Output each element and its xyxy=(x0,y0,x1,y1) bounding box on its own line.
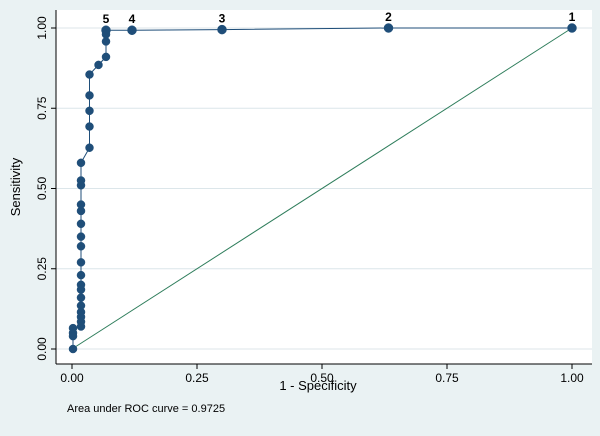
tick-labels-group: 0.00 0.25 0.50 0.75 1.00 0.00 0.25 0.50 0.75 1.00 xyxy=(35,16,584,385)
y-tick-label-4: 1.00 xyxy=(35,16,49,40)
roc-point-6 xyxy=(101,37,111,46)
point-label-1: 1 xyxy=(569,10,576,24)
roc-point-10 xyxy=(85,91,94,100)
x-tick-label-2: 0.50 xyxy=(310,371,334,385)
roc-point-1 xyxy=(383,23,394,33)
roc-point-26 xyxy=(76,293,86,302)
point-labels-group: 1 2 3 4 5 xyxy=(103,10,576,26)
y-tick-label-2: 0.50 xyxy=(35,176,49,200)
x-tick-label-3: 0.75 xyxy=(435,371,459,385)
point-label-4: 4 xyxy=(129,12,136,26)
roc-point-22 xyxy=(76,258,86,267)
roc-point-34 xyxy=(68,331,78,341)
roc-point-7 xyxy=(101,52,111,62)
axes xyxy=(51,10,592,369)
grid-lines xyxy=(56,27,592,350)
roc-point-12 xyxy=(85,122,94,131)
roc-point-5 xyxy=(101,30,111,39)
reference-line xyxy=(71,27,573,350)
auc-note: Area under ROC curve = 0.9725 xyxy=(67,403,226,415)
roc-point-2 xyxy=(217,24,227,35)
reference-line-group xyxy=(71,27,573,350)
roc-point-9 xyxy=(85,70,94,79)
y-axis-title: Sensitivity xyxy=(8,157,23,216)
roc-point-19 xyxy=(76,219,86,229)
x-tick-label-0: 0.00 xyxy=(60,371,84,385)
point-label-3: 3 xyxy=(219,12,226,26)
roc-point-11 xyxy=(85,106,94,116)
roc-point-23 xyxy=(76,270,86,280)
point-label-2: 2 xyxy=(385,10,392,24)
roc-point-3 xyxy=(127,25,137,35)
roc-point-21 xyxy=(76,242,86,251)
roc-point-35 xyxy=(68,344,78,354)
y-tick-label-0: 0.00 xyxy=(35,337,49,361)
roc-point-18 xyxy=(76,206,86,216)
y-tick-label-3: 0.75 xyxy=(35,96,49,120)
roc-point-13 xyxy=(85,143,94,152)
roc-points-group xyxy=(68,23,577,354)
roc-point-31 xyxy=(76,322,86,331)
point-label-5: 5 xyxy=(103,12,110,26)
roc-point-25 xyxy=(76,285,86,294)
x-tick-label-4: 1.00 xyxy=(560,371,584,385)
roc-point-16 xyxy=(76,181,86,190)
roc-point-20 xyxy=(76,232,86,241)
roc-point-8 xyxy=(94,60,103,70)
x-tick-label-1: 0.25 xyxy=(185,371,209,385)
roc-point-14 xyxy=(76,158,86,168)
roc-point-0 xyxy=(567,23,577,33)
y-tick-label-1: 0.25 xyxy=(35,257,49,281)
x-axis-title: 1 - Specificity xyxy=(279,378,357,393)
